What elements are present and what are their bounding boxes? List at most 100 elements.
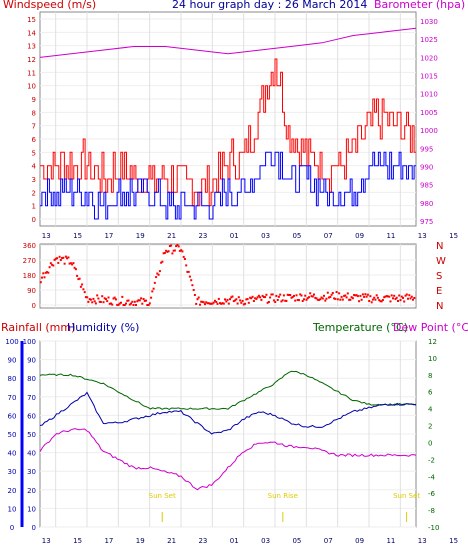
barometer-tick: 995 xyxy=(420,145,433,153)
direction-point xyxy=(125,302,127,305)
direction-point xyxy=(173,249,176,252)
barometer-tick: 990 xyxy=(420,163,433,171)
direction-point xyxy=(246,298,249,301)
temperature-tick: 2 xyxy=(428,423,432,431)
direction-point xyxy=(42,272,45,275)
direction-point xyxy=(123,304,126,306)
direction-point xyxy=(274,301,277,303)
direction-point xyxy=(242,303,245,306)
humidity-tick-inner: 30 xyxy=(27,468,36,476)
windspeed-tick: 3 xyxy=(32,176,36,184)
direction-point xyxy=(209,302,211,305)
direction-point xyxy=(320,296,323,299)
direction-tick: 270 xyxy=(23,257,36,265)
direction-point xyxy=(276,299,279,301)
direction-point xyxy=(390,294,393,297)
direction-point xyxy=(370,301,373,304)
compass-tick: N xyxy=(436,241,443,252)
time-label: 15 xyxy=(73,537,82,545)
direction-point xyxy=(336,298,339,301)
direction-point xyxy=(151,290,154,293)
direction-point xyxy=(62,256,65,259)
bottom-grid xyxy=(40,340,416,528)
direction-point xyxy=(79,285,82,288)
direction-point xyxy=(398,294,401,297)
sun-event-label: Sun Rise xyxy=(268,492,298,500)
direction-point xyxy=(275,294,278,297)
direction-point xyxy=(255,297,258,300)
humidity-series xyxy=(39,391,417,435)
direction-point xyxy=(61,257,64,259)
direction-point xyxy=(237,296,240,299)
direction-point xyxy=(220,302,223,305)
humidity-tick-inner: 40 xyxy=(27,450,36,458)
direction-point xyxy=(285,299,288,302)
time-label: 07 xyxy=(324,232,333,240)
direction-point xyxy=(195,302,198,305)
direction-point xyxy=(373,296,376,299)
direction-point xyxy=(229,298,231,301)
direction-point xyxy=(175,245,178,248)
direction-point xyxy=(230,296,233,299)
windspeed-tick: 11 xyxy=(27,69,36,77)
direction-point xyxy=(135,304,137,306)
direction-point xyxy=(366,293,369,296)
direction-point xyxy=(210,302,213,305)
direction-point xyxy=(103,297,106,300)
direction-point xyxy=(201,300,204,303)
direction-point xyxy=(112,297,115,300)
windspeed-tick: 14 xyxy=(27,29,36,37)
direction-point xyxy=(225,300,228,303)
humidity-tick-inner: 90 xyxy=(27,357,36,365)
direction-point xyxy=(215,301,218,303)
direction-point xyxy=(412,298,414,301)
humidity-axis: 1009080706050403020100100908070605040302… xyxy=(5,338,36,532)
direction-point xyxy=(296,299,299,301)
sun-events: Sun Set Sun Rise Sun Set xyxy=(149,492,420,522)
direction-point xyxy=(323,294,325,297)
direction-tick: 360 xyxy=(23,242,36,250)
barometer-tick: 1015 xyxy=(420,73,438,81)
direction-point xyxy=(267,301,270,303)
direction-point xyxy=(294,299,297,302)
humidity-tick: 60 xyxy=(8,412,17,420)
humidity-tick: 40 xyxy=(8,450,17,458)
direction-point xyxy=(324,299,327,302)
direction-point xyxy=(161,260,164,263)
barometer-tick: 980 xyxy=(420,200,433,208)
direction-point xyxy=(338,292,341,295)
direction-point xyxy=(264,296,267,299)
direction-point xyxy=(341,298,344,301)
humidity-tick: 100 xyxy=(5,338,18,346)
time-label: 01 xyxy=(230,232,239,240)
direction-point xyxy=(286,293,289,296)
direction-point xyxy=(212,301,215,304)
direction-point xyxy=(300,294,303,297)
windspeed-tick: 6 xyxy=(32,136,37,144)
barometer-axis: 1030 1025 1020 1015 1010 1005 1000 995 990 985 980… xyxy=(420,18,438,226)
direction-point xyxy=(84,296,87,299)
direction-point xyxy=(234,299,237,302)
direction-point xyxy=(156,272,159,275)
direction-point xyxy=(247,301,250,304)
direction-point xyxy=(319,298,322,301)
time-label: 11 xyxy=(386,232,395,240)
direction-point xyxy=(226,298,229,301)
time-label: 13 xyxy=(418,537,427,545)
humidity-tick: 10 xyxy=(8,505,17,513)
direction-point xyxy=(304,294,307,297)
direction-point xyxy=(329,296,332,298)
direction-point xyxy=(265,293,268,296)
direction-point xyxy=(111,303,114,306)
time-axis-labels: 131517192123010305070911131517192123 xyxy=(42,232,458,240)
direction-point xyxy=(193,294,196,296)
direction-point xyxy=(158,270,161,273)
barometer-tick: 1005 xyxy=(420,109,438,117)
direction-point xyxy=(131,300,134,303)
direction-point xyxy=(330,293,333,296)
direction-point xyxy=(394,298,397,300)
direction-point xyxy=(93,300,96,303)
direction-point xyxy=(383,296,386,299)
windspeed-series xyxy=(40,151,416,220)
